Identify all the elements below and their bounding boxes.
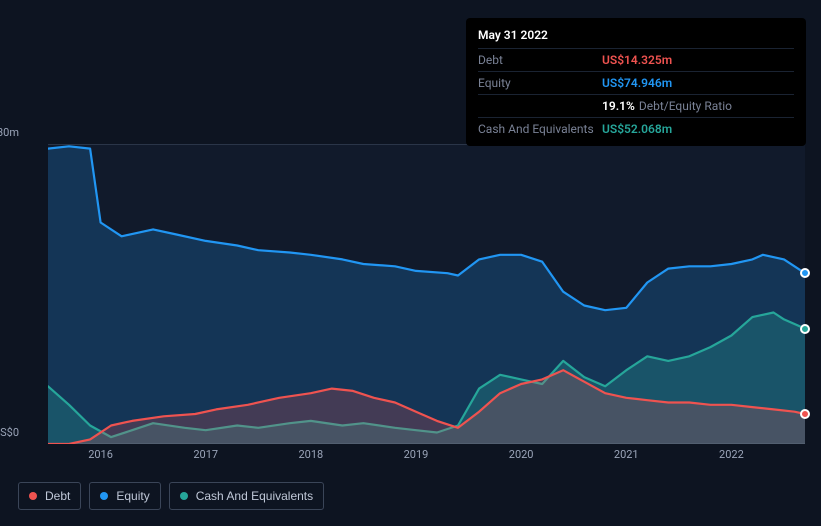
tooltip-row-cash: Cash And Equivalents US$52.068m	[478, 117, 794, 140]
tooltip-label: Equity	[478, 74, 602, 92]
chart-plot-area[interactable]	[48, 144, 805, 444]
legend-label: Equity	[116, 489, 149, 503]
cash-marker	[800, 324, 810, 334]
debt-marker	[800, 409, 810, 419]
legend-item-cash[interactable]: Cash And Equivalents	[169, 482, 324, 510]
yaxis-label-top: US$130m	[0, 126, 19, 139]
xaxis-tick: 2022	[719, 448, 744, 461]
tooltip-row-debt: Debt US$14.325m	[478, 48, 794, 71]
equity-color-dot	[100, 492, 108, 500]
tooltip-value: US$14.325m	[602, 51, 672, 69]
xaxis-tick: 2018	[298, 448, 323, 461]
legend-label: Cash And Equivalents	[196, 489, 313, 503]
tooltip-value: US$52.068m	[602, 120, 672, 138]
equity-marker	[800, 268, 810, 278]
xaxis-tick: 2020	[509, 448, 534, 461]
tooltip-row-equity: Equity US$74.946m	[478, 71, 794, 94]
xaxis: 2016 2017 2018 2019 2020 2021 2022	[48, 448, 805, 468]
yaxis-label-bottom: US$0	[0, 426, 19, 439]
debt-color-dot	[29, 492, 37, 500]
tooltip-value: US$74.946m	[602, 74, 672, 92]
xaxis-tick: 2017	[193, 448, 218, 461]
cash-color-dot	[180, 492, 188, 500]
xaxis-tick: 2016	[88, 448, 113, 461]
tooltip-label: Debt	[478, 51, 602, 69]
legend-item-debt[interactable]: Debt	[18, 482, 81, 510]
ratio-text: Debt/Equity Ratio	[639, 99, 732, 113]
tooltip-ratio: 19.1% Debt/Equity Ratio	[602, 97, 732, 115]
tooltip-label: Cash And Equivalents	[478, 120, 602, 138]
xaxis-tick: 2021	[614, 448, 639, 461]
tooltip-date: May 31 2022	[478, 26, 794, 44]
chart-legend: Debt Equity Cash And Equivalents	[18, 482, 324, 510]
legend-item-equity[interactable]: Equity	[89, 482, 160, 510]
tooltip-label	[478, 97, 602, 115]
area-chart-svg	[48, 144, 805, 444]
ratio-pct: 19.1%	[602, 99, 635, 113]
tooltip-row-ratio: 19.1% Debt/Equity Ratio	[478, 94, 794, 117]
xaxis-tick: 2019	[404, 448, 429, 461]
chart-tooltip: May 31 2022 Debt US$14.325m Equity US$74…	[466, 18, 806, 146]
legend-label: Debt	[45, 489, 70, 503]
